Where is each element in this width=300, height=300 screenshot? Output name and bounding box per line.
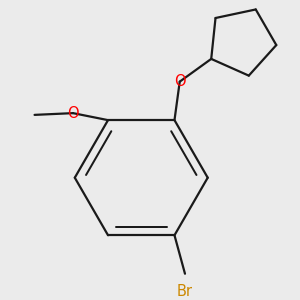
Text: Br: Br [177,284,193,299]
Text: O: O [174,74,185,89]
Text: O: O [67,106,79,121]
